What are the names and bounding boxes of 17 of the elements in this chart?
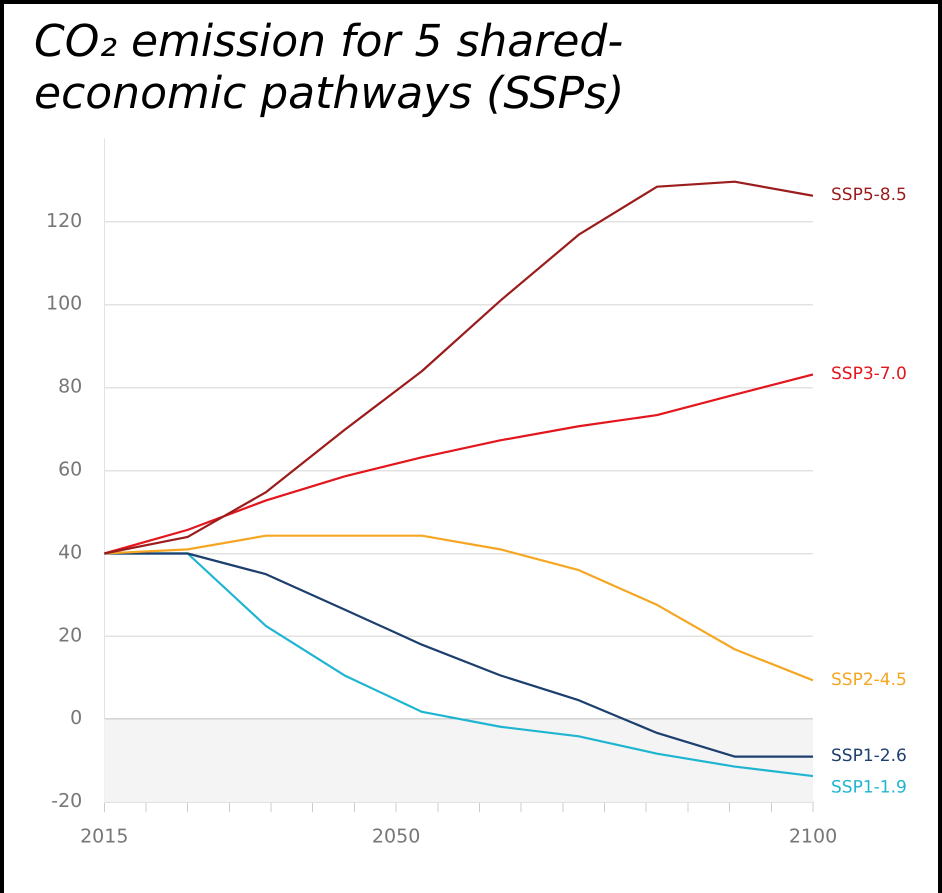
y-tick-label: 80 xyxy=(58,376,82,398)
series-label: SSP5-8.5 xyxy=(831,185,907,206)
series-label: SSP3-7.0 xyxy=(831,364,907,384)
y-tick-label: 60 xyxy=(58,458,82,481)
y-tick-label: 20 xyxy=(58,624,82,646)
x-tick-label: 2100 xyxy=(788,826,838,848)
y-tick-label: 40 xyxy=(58,541,82,564)
y-tick-label: -20 xyxy=(51,790,82,812)
y-tick-label: 120 xyxy=(46,210,82,232)
y-tick-label: 0 xyxy=(70,707,82,730)
series-label: SSP1-2.6 xyxy=(831,746,907,766)
x-tick-label: 2050 xyxy=(372,826,420,848)
x-tick-label: 2015 xyxy=(80,826,128,848)
chart-title: CO₂ emission for 5 shared-economic pathways (SSPs) xyxy=(34,16,626,120)
series-label: SSP1-1.9 xyxy=(831,778,907,798)
y-tick-label: 100 xyxy=(46,292,82,315)
series-label: SSP2-4.5 xyxy=(831,670,907,690)
